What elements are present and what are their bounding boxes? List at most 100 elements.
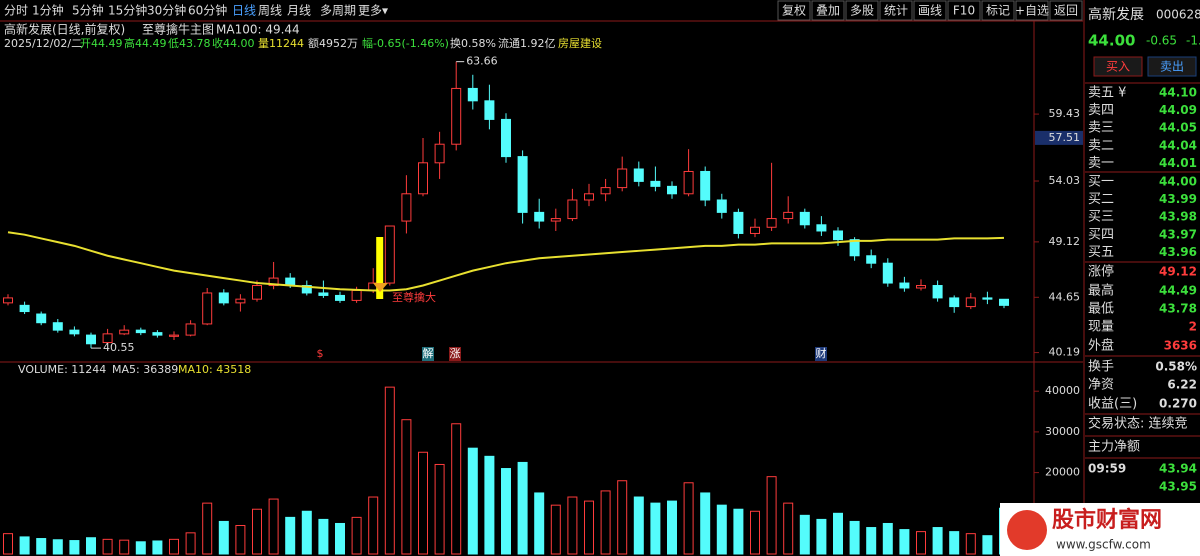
volume-bar — [451, 423, 462, 555]
toolbar-button[interactable]: +自选 — [1015, 4, 1049, 18]
ma100-line — [7, 231, 1005, 292]
book-label: 卖四 — [1088, 103, 1114, 118]
candle-body — [318, 292, 329, 296]
candle-body — [102, 333, 113, 344]
amount: 额4952万 — [308, 37, 358, 50]
volume-bar — [401, 419, 412, 555]
ma5-label: MA5: 36389 — [112, 363, 178, 376]
volume-bar — [584, 500, 594, 555]
toolbar-button-box[interactable] — [777, 0, 811, 21]
candle-body — [617, 168, 628, 189]
toolbar-button-box[interactable] — [811, 0, 845, 21]
event-marker[interactable]: 涨 — [450, 347, 461, 360]
quote-price: 44.00 — [1088, 32, 1135, 50]
toolbar-tab[interactable]: 5分钟 — [72, 3, 104, 18]
volume-bar — [102, 538, 113, 555]
candle-body — [849, 239, 860, 257]
y-tick-label: 30000 — [1045, 425, 1080, 438]
watermark: 股市财富网 www.gscfw.com — [1000, 503, 1200, 556]
candle-body — [451, 87, 462, 145]
indicator-name[interactable]: 至尊擒牛主图 — [142, 22, 214, 37]
event-marker-box — [449, 347, 461, 361]
toolbar-button-box[interactable] — [947, 0, 981, 21]
volume-bar — [52, 539, 63, 555]
volume-bar — [667, 500, 677, 555]
toolbar-button-box[interactable] — [1049, 0, 1083, 21]
volume-bar — [866, 527, 877, 555]
tick-price: 43.94 — [1159, 462, 1197, 476]
stat-value: 43.78 — [1159, 302, 1197, 316]
volume-bar — [534, 492, 545, 555]
candle-body — [268, 277, 279, 287]
candle-body — [135, 329, 146, 334]
ma-label: MA100: 49.44 — [216, 23, 300, 37]
toolbar-button-box[interactable] — [879, 0, 913, 21]
toolbar-button[interactable]: 统计 — [884, 4, 908, 18]
candle-body — [218, 292, 229, 304]
toolbar-tab[interactable]: 多周期 — [320, 4, 356, 18]
toolbar-button[interactable]: 叠加 — [816, 4, 840, 18]
toolbar-button-box[interactable] — [981, 0, 1015, 21]
sell-button[interactable] — [1147, 56, 1197, 77]
main-net[interactable]: 主力净额 — [1088, 440, 1140, 455]
toolbar-button-box[interactable] — [845, 0, 879, 21]
event-marker-box — [422, 347, 434, 361]
book-label: 买二 — [1088, 192, 1114, 207]
toolbar-tab[interactable]: 60分钟 — [188, 3, 227, 18]
toolbar-tab[interactable]: 15分钟 — [108, 3, 147, 18]
candle-body — [401, 193, 412, 222]
toolbar-tab[interactable]: 30分钟 — [147, 3, 186, 18]
turnover: 换0.58% — [450, 36, 496, 50]
toolbar-button[interactable]: 复权 — [782, 4, 806, 18]
toolbar-button-box[interactable] — [1015, 0, 1049, 21]
toolbar-button-box[interactable] — [913, 0, 947, 21]
volume-bar — [268, 498, 279, 555]
toolbar-button[interactable]: 多股 — [850, 4, 874, 18]
event-marker[interactable]: 解 — [423, 346, 434, 360]
book-label: 买三 — [1088, 210, 1114, 225]
volume-bar — [335, 522, 345, 555]
toolbar-button[interactable]: F10 — [953, 4, 975, 18]
volume-bar — [550, 504, 561, 555]
date: 2025/12/02/二 — [4, 37, 82, 50]
book-price: 44.04 — [1159, 138, 1197, 152]
event-marker[interactable]: $ — [317, 347, 324, 360]
book-price: 44.09 — [1159, 103, 1197, 117]
candle-body — [600, 187, 611, 195]
y-tick-label: 44.65 — [1049, 290, 1081, 303]
toolbar-tab[interactable]: 分时 — [4, 4, 28, 18]
quote-code: 000628 — [1156, 8, 1200, 22]
book-price: 43.97 — [1159, 227, 1197, 241]
y-tick-label: 40000 — [1045, 384, 1080, 397]
toolbar-button[interactable]: 返回 — [1054, 4, 1078, 18]
stat-value: 44.49 — [1159, 284, 1197, 298]
toolbar-tab[interactable]: 1分钟 — [32, 3, 64, 18]
volume-bar — [700, 492, 711, 555]
volume: 量11244 — [258, 37, 304, 50]
sell-button-label[interactable]: 卖出 — [1160, 60, 1184, 74]
toolbar-button[interactable]: 画线 — [918, 4, 942, 18]
volume-bar — [3, 533, 13, 555]
candle-body — [633, 168, 644, 182]
candle-body — [916, 285, 926, 289]
volume-bar — [19, 536, 30, 555]
toolbar-tab[interactable]: 日线 — [232, 4, 256, 18]
buy-button[interactable] — [1093, 56, 1143, 77]
watermark-title: 股市财富网 — [1052, 507, 1162, 533]
toolbar-tab[interactable]: 更多▾ — [358, 4, 388, 18]
buy-button-label[interactable]: 买入 — [1106, 60, 1130, 74]
toolbar-tab[interactable]: 月线 — [287, 4, 311, 18]
candle-body — [567, 199, 578, 220]
candle-body — [949, 297, 960, 308]
cursor-price-box — [1035, 130, 1083, 145]
toolbar-tab[interactable]: 周线 — [258, 4, 282, 18]
ma10-label: MA10: 43518 — [178, 363, 251, 376]
volume-bar — [169, 538, 179, 555]
candle-body — [667, 185, 677, 195]
toolbar-button[interactable]: 标记 — [986, 4, 1010, 18]
candle-body — [982, 297, 993, 300]
event-marker[interactable]: 财 — [816, 346, 827, 360]
book-price: 43.98 — [1159, 210, 1197, 224]
candle-body — [3, 297, 13, 304]
candle-body — [932, 285, 943, 299]
